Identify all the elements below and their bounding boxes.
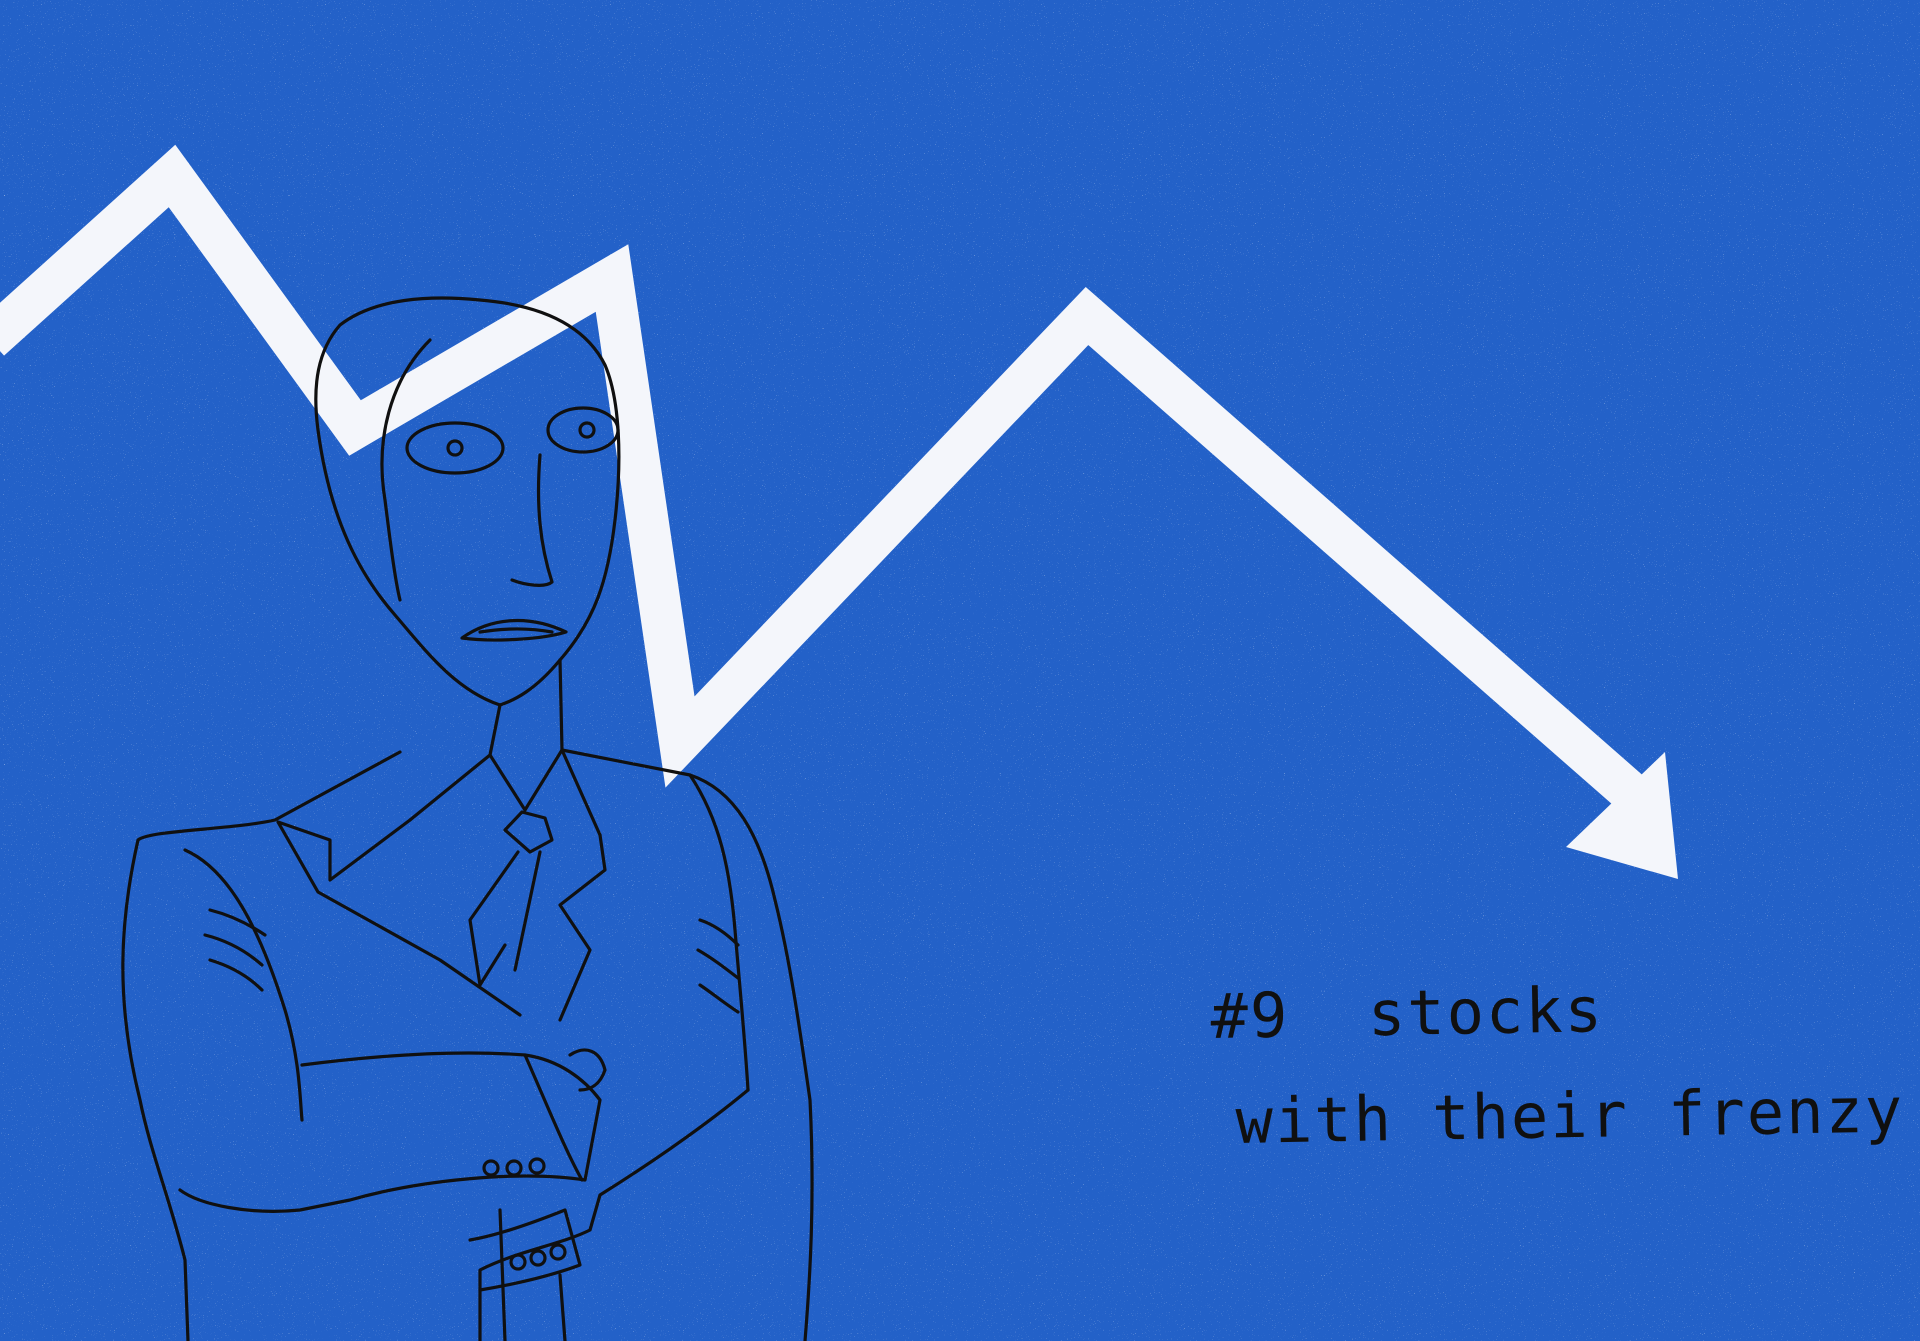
jacket-outline <box>121 750 402 1341</box>
left-sleeve-cuff <box>523 1053 584 1182</box>
right-eye <box>546 406 620 454</box>
mouth-line <box>478 627 554 634</box>
sleeve-crease <box>696 948 740 980</box>
right-hand <box>568 1048 607 1092</box>
sleeve-crease <box>203 933 264 967</box>
businessman-figure <box>121 296 814 1341</box>
caption-line-2: with their frenzy <box>1235 1073 1905 1158</box>
sleeve-crease <box>208 908 267 937</box>
jacket-right-outline <box>560 748 814 1341</box>
sleeve-crease <box>698 918 740 947</box>
left-lapel <box>276 818 522 1017</box>
left-arm <box>183 848 304 1122</box>
cuff-button <box>482 1159 500 1177</box>
falling-chart-arrow <box>0 144 1678 879</box>
cuff-button <box>509 1253 527 1271</box>
nose <box>510 453 554 587</box>
cuff-button <box>549 1243 567 1261</box>
sleeve-crease <box>698 983 740 1014</box>
caption-line-1: #9 stocks <box>1210 973 1605 1053</box>
jacket-front-line <box>558 1273 567 1341</box>
neck-right <box>558 658 564 752</box>
collar <box>408 748 602 837</box>
chart-arrowhead-icon <box>1566 752 1678 879</box>
left-pupil <box>446 439 464 457</box>
cuff-button <box>528 1157 546 1175</box>
chart-line <box>0 144 1644 808</box>
tie <box>468 850 542 987</box>
cuff-button <box>529 1249 547 1267</box>
sleeve-crease <box>208 958 264 992</box>
right-lapel <box>558 833 607 1022</box>
right-pupil <box>578 421 596 439</box>
left-forearm <box>178 1051 602 1213</box>
right-arm <box>688 773 750 1092</box>
left-eye <box>405 421 505 475</box>
head-shading-line <box>380 338 432 602</box>
mouth <box>460 618 568 642</box>
cuff-button <box>505 1159 523 1177</box>
head-outline <box>314 296 621 707</box>
tie-knot <box>503 810 554 854</box>
jacket-front-line <box>498 1208 507 1341</box>
neck-left <box>488 703 502 757</box>
